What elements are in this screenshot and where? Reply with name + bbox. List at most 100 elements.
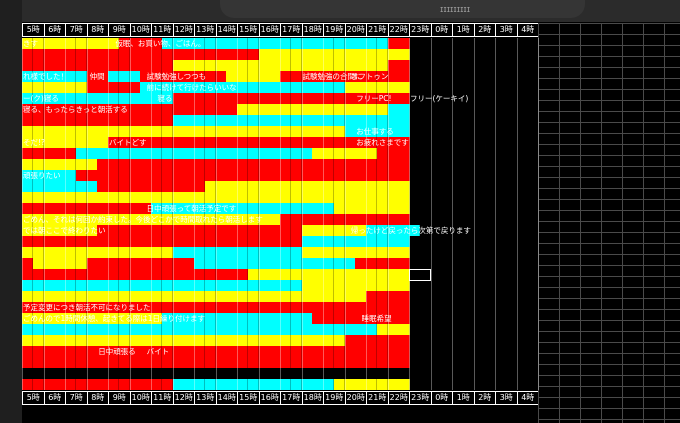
time-slot[interactable] xyxy=(22,225,34,236)
time-slot[interactable] xyxy=(22,203,34,214)
time-slot[interactable] xyxy=(226,148,238,159)
time-slot[interactable] xyxy=(194,258,206,269)
time-slot[interactable] xyxy=(65,115,77,126)
time-slot[interactable] xyxy=(129,214,141,225)
time-slot[interactable] xyxy=(280,148,292,159)
time-slot[interactable] xyxy=(118,313,130,324)
time-slot[interactable] xyxy=(215,137,227,148)
time-slot[interactable] xyxy=(172,368,184,379)
time-slot[interactable] xyxy=(355,104,367,115)
time-slot[interactable] xyxy=(140,313,152,324)
time-slot[interactable] xyxy=(172,291,184,302)
time-slot[interactable] xyxy=(43,93,55,104)
time-slot[interactable] xyxy=(22,324,34,335)
time-slot[interactable] xyxy=(237,258,249,269)
window-tab[interactable] xyxy=(220,0,585,18)
time-slot[interactable] xyxy=(172,236,184,247)
time-slot[interactable] xyxy=(258,170,270,181)
time-slot[interactable] xyxy=(258,357,270,368)
time-slot[interactable] xyxy=(65,137,77,148)
time-slot[interactable] xyxy=(43,159,55,170)
time-slot[interactable] xyxy=(65,313,77,324)
time-slot[interactable] xyxy=(355,60,367,71)
schedule-row[interactable]: 頑張りたい xyxy=(22,170,538,181)
time-slot[interactable] xyxy=(290,225,302,236)
time-slot[interactable] xyxy=(22,346,34,357)
time-slot[interactable] xyxy=(280,258,292,269)
time-slot[interactable] xyxy=(194,203,206,214)
time-slot[interactable] xyxy=(366,324,378,335)
time-slot[interactable] xyxy=(258,104,270,115)
time-slot[interactable] xyxy=(237,324,249,335)
time-slot[interactable] xyxy=(43,368,55,379)
time-slot[interactable] xyxy=(194,291,206,302)
time-slot[interactable] xyxy=(204,335,216,346)
time-slot[interactable] xyxy=(118,60,130,71)
time-slot[interactable] xyxy=(247,170,259,181)
time-slot[interactable] xyxy=(86,71,98,82)
time-slot[interactable] xyxy=(129,225,141,236)
time-slot[interactable] xyxy=(151,379,163,390)
time-slot[interactable] xyxy=(161,104,173,115)
time-slot[interactable] xyxy=(269,38,281,49)
time-slot[interactable] xyxy=(376,313,388,324)
time-slot[interactable] xyxy=(204,291,216,302)
time-slot[interactable] xyxy=(247,368,259,379)
time-slot[interactable] xyxy=(151,258,163,269)
time-slot[interactable] xyxy=(65,368,77,379)
time-slot[interactable] xyxy=(22,357,34,368)
time-slot[interactable] xyxy=(140,357,152,368)
time-slot[interactable] xyxy=(97,368,109,379)
time-slot[interactable] xyxy=(290,159,302,170)
time-slot[interactable] xyxy=(215,38,227,49)
time-slot[interactable] xyxy=(398,49,410,60)
time-slot[interactable] xyxy=(409,225,421,236)
time-slot[interactable] xyxy=(247,346,259,357)
time-slot[interactable] xyxy=(118,82,130,93)
time-slot[interactable] xyxy=(161,313,173,324)
time-slot[interactable] xyxy=(54,115,66,126)
time-slot[interactable] xyxy=(194,313,206,324)
time-slot[interactable] xyxy=(226,159,238,170)
time-slot[interactable] xyxy=(86,38,98,49)
time-slot[interactable] xyxy=(333,49,345,60)
time-slot[interactable] xyxy=(75,269,87,280)
time-slot[interactable] xyxy=(247,280,259,291)
time-slot[interactable] xyxy=(366,302,378,313)
time-slot[interactable] xyxy=(376,258,388,269)
time-slot[interactable] xyxy=(323,126,335,137)
time-slot[interactable] xyxy=(366,258,378,269)
time-slot[interactable] xyxy=(323,60,335,71)
time-slot[interactable] xyxy=(301,269,313,280)
time-slot[interactable] xyxy=(108,181,120,192)
time-slot[interactable] xyxy=(312,192,324,203)
schedule-row[interactable] xyxy=(22,258,538,269)
time-slot[interactable] xyxy=(387,115,399,126)
time-slot[interactable] xyxy=(237,269,249,280)
time-slot[interactable] xyxy=(398,291,410,302)
time-slot[interactable] xyxy=(355,82,367,93)
time-slot[interactable] xyxy=(32,291,44,302)
time-slot[interactable] xyxy=(301,335,313,346)
time-slot[interactable] xyxy=(355,203,367,214)
time-slot[interactable] xyxy=(323,181,335,192)
time-slot[interactable] xyxy=(140,192,152,203)
time-slot[interactable] xyxy=(97,357,109,368)
time-slot[interactable] xyxy=(183,302,195,313)
time-slot[interactable] xyxy=(75,49,87,60)
time-slot[interactable] xyxy=(312,258,324,269)
time-slot[interactable] xyxy=(323,346,335,357)
time-slot[interactable] xyxy=(194,346,206,357)
time-slot[interactable] xyxy=(290,148,302,159)
time-slot[interactable] xyxy=(183,247,195,258)
time-slot[interactable] xyxy=(54,203,66,214)
time-slot[interactable] xyxy=(333,236,345,247)
time-slot[interactable] xyxy=(398,71,410,82)
time-slot[interactable] xyxy=(387,379,399,390)
time-slot[interactable] xyxy=(258,335,270,346)
time-slot[interactable] xyxy=(237,82,249,93)
time-slot[interactable] xyxy=(183,236,195,247)
time-slot[interactable] xyxy=(54,170,66,181)
time-slot[interactable] xyxy=(43,126,55,137)
time-slot[interactable] xyxy=(118,181,130,192)
